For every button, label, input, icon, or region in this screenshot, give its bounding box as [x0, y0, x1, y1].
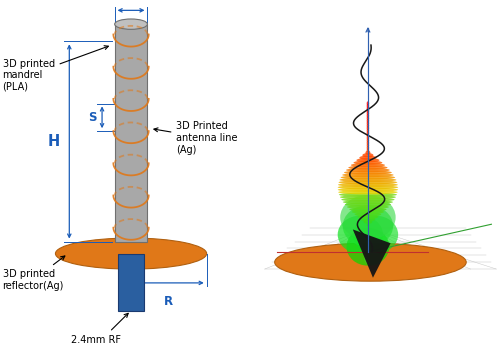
Ellipse shape [367, 116, 369, 120]
Ellipse shape [367, 121, 369, 125]
Ellipse shape [367, 126, 369, 130]
Ellipse shape [367, 104, 369, 108]
Ellipse shape [367, 141, 369, 145]
Ellipse shape [347, 228, 390, 266]
Text: R: R [164, 295, 173, 308]
Ellipse shape [367, 109, 369, 113]
Ellipse shape [339, 193, 397, 197]
Ellipse shape [364, 252, 382, 266]
Ellipse shape [343, 205, 393, 247]
Ellipse shape [367, 136, 369, 140]
Ellipse shape [360, 217, 375, 221]
Ellipse shape [363, 220, 372, 224]
Ellipse shape [367, 111, 369, 116]
Text: 3D printed
reflector(Ag): 3D printed reflector(Ag) [3, 256, 65, 291]
Text: H: H [48, 134, 60, 149]
Text: D: D [126, 0, 136, 2]
Ellipse shape [340, 195, 396, 199]
Ellipse shape [342, 173, 394, 177]
Ellipse shape [357, 215, 379, 219]
Ellipse shape [346, 168, 390, 172]
Text: 2.4mm RF
connector(~40Ghz): 2.4mm RF connector(~40Ghz) [48, 313, 144, 345]
Ellipse shape [355, 212, 381, 217]
Ellipse shape [356, 158, 380, 162]
Bar [115, 24, 147, 241]
Bar [118, 254, 144, 310]
Ellipse shape [367, 128, 369, 133]
Polygon shape [353, 229, 391, 278]
Ellipse shape [349, 207, 387, 211]
Ellipse shape [353, 160, 383, 165]
Ellipse shape [351, 163, 385, 167]
Ellipse shape [367, 138, 369, 142]
Ellipse shape [347, 205, 389, 209]
Ellipse shape [359, 156, 376, 160]
Ellipse shape [367, 134, 369, 138]
Ellipse shape [367, 124, 369, 128]
Ellipse shape [114, 19, 147, 29]
Ellipse shape [367, 148, 369, 152]
Ellipse shape [275, 243, 466, 281]
Ellipse shape [348, 165, 388, 170]
Ellipse shape [365, 151, 370, 155]
Ellipse shape [367, 222, 369, 226]
Ellipse shape [345, 203, 391, 207]
Ellipse shape [343, 200, 393, 204]
Ellipse shape [338, 190, 398, 194]
Ellipse shape [338, 188, 398, 192]
Ellipse shape [338, 216, 383, 254]
Text: 3D Printed
antenna line
(Ag): 3D Printed antenna line (Ag) [154, 121, 238, 155]
Ellipse shape [344, 170, 392, 175]
Ellipse shape [362, 153, 373, 157]
Ellipse shape [338, 183, 398, 187]
Ellipse shape [367, 106, 369, 111]
Ellipse shape [338, 185, 398, 189]
Ellipse shape [55, 238, 207, 269]
Ellipse shape [367, 119, 369, 123]
Ellipse shape [367, 143, 369, 148]
Ellipse shape [340, 178, 396, 182]
Ellipse shape [367, 101, 369, 106]
Ellipse shape [352, 210, 384, 214]
Text: 3D printed
mandrel
(PLA): 3D printed mandrel (PLA) [3, 46, 108, 92]
Ellipse shape [353, 216, 398, 254]
Ellipse shape [367, 146, 369, 150]
Ellipse shape [339, 180, 397, 185]
Ellipse shape [340, 195, 396, 240]
Text: S: S [88, 111, 96, 124]
Ellipse shape [341, 197, 395, 202]
Ellipse shape [341, 175, 395, 180]
Ellipse shape [367, 114, 369, 118]
Ellipse shape [367, 131, 369, 135]
